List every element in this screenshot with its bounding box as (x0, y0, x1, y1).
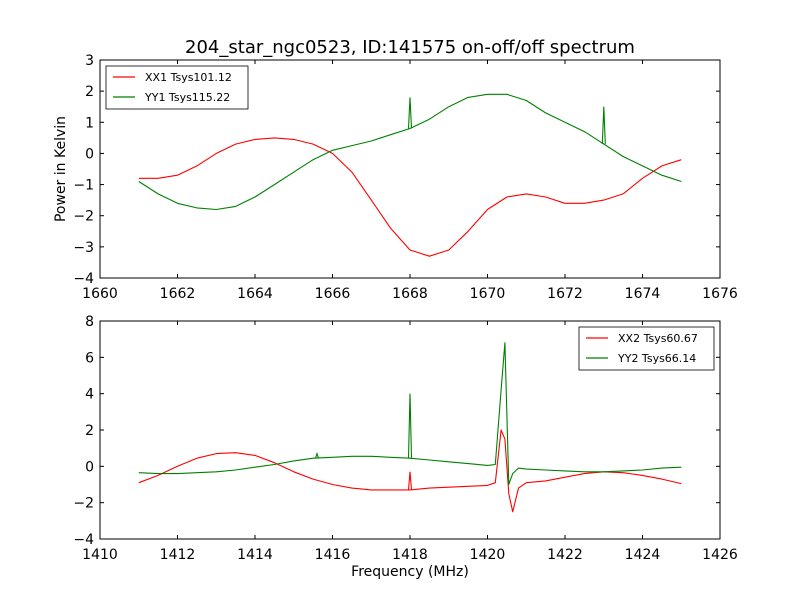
top-spike-0 (407, 97, 413, 129)
top-spike-1 (601, 106, 606, 145)
top-y-tick-label: −3 (73, 240, 94, 256)
bottom-y-tick-label: 4 (85, 387, 94, 403)
top-chart-title: 204_star_ngc0523, ID:141575 on-off/off s… (185, 37, 635, 58)
top-y-tick-label: −4 (73, 271, 94, 287)
bottom-x-tick-label: 1426 (702, 547, 738, 563)
bottom-spike-1 (314, 451, 320, 459)
top-series-line-xx1-tsys101-12 (138, 137, 682, 257)
bottom-y-tick-label: 8 (85, 314, 94, 330)
bottom-x-tick-label: 1410 (82, 547, 118, 563)
bottom-spike-0 (407, 393, 413, 459)
bottom-y-tick-label: 6 (85, 350, 94, 366)
top-x-tick-label: 1660 (82, 286, 118, 302)
top-y-axis-label: Power in Kelvin (53, 116, 69, 222)
bottom-y-tick-label: −4 (73, 532, 94, 548)
bottom-legend-label-xx2: XX2 Tsys60.67 (618, 332, 698, 345)
top-panel: 204_star_ngc0523, ID:141575 on-off/off s… (53, 37, 738, 302)
bottom-plot-frame (99, 320, 721, 540)
top-y-tick-label: 3 (85, 53, 94, 69)
bottom-legend-box (578, 326, 715, 371)
top-plot-frame (99, 59, 721, 279)
top-x-tick-label: 1674 (625, 286, 661, 302)
top-x-tick-label: 1672 (547, 286, 583, 302)
bottom-series-line-xx2-tsys60-67 (138, 429, 682, 513)
bottom-x-tick-label: 1418 (392, 547, 428, 563)
bottom-x-tick-label: 1414 (237, 547, 273, 563)
bottom-legend: XX2 Tsys60.67 YY2 Tsys66.14 (578, 326, 715, 371)
top-y-tick-label: 0 (85, 146, 94, 162)
top-x-tick-label: 1666 (315, 286, 351, 302)
top-legend-label-yy1: YY1 Tsys115.22 (144, 91, 230, 104)
top-y-tick-label: −2 (73, 209, 94, 225)
bottom-x-tick-label: 1420 (470, 547, 506, 563)
top-legend-label-xx1: XX1 Tsys101.12 (145, 71, 232, 84)
bottom-x-axis-label: Frequency (MHz) (351, 564, 469, 580)
top-x-tick-label: 1670 (470, 286, 506, 302)
bottom-x-tick-label: 1412 (160, 547, 196, 563)
bottom-panel: Frequency (MHz) 1410 1412 1414 1416 1418 1420… (73, 314, 738, 580)
top-legend-box (105, 65, 249, 110)
bottom-spike-2 (407, 471, 413, 490)
top-x-tick-label: 1662 (160, 286, 196, 302)
top-y-tick-label: −1 (73, 178, 94, 194)
bottom-legend-label-yy2: YY2 Tsys66.14 (617, 352, 696, 365)
top-y-tick-label: 1 (85, 115, 94, 131)
top-x-tick-label: 1668 (392, 286, 428, 302)
bottom-y-tick-label: −2 (73, 496, 94, 512)
bottom-y-tick-label: 2 (85, 423, 94, 439)
top-x-tick-label: 1676 (702, 286, 738, 302)
bottom-x-tick-label: 1424 (625, 547, 661, 563)
bottom-x-tick-label: 1416 (315, 547, 351, 563)
top-legend: XX1 Tsys101.12 YY1 Tsys115.22 (105, 65, 249, 110)
top-x-tick-label: 1664 (237, 286, 273, 302)
top-series-line-yy1-tsys115-22 (138, 93, 682, 211)
bottom-series-line-yy2-tsys66-14 (138, 342, 682, 486)
bottom-y-tick-label: 0 (85, 459, 94, 475)
top-y-tick-label: 2 (85, 84, 94, 100)
bottom-x-tick-label: 1422 (547, 547, 583, 563)
